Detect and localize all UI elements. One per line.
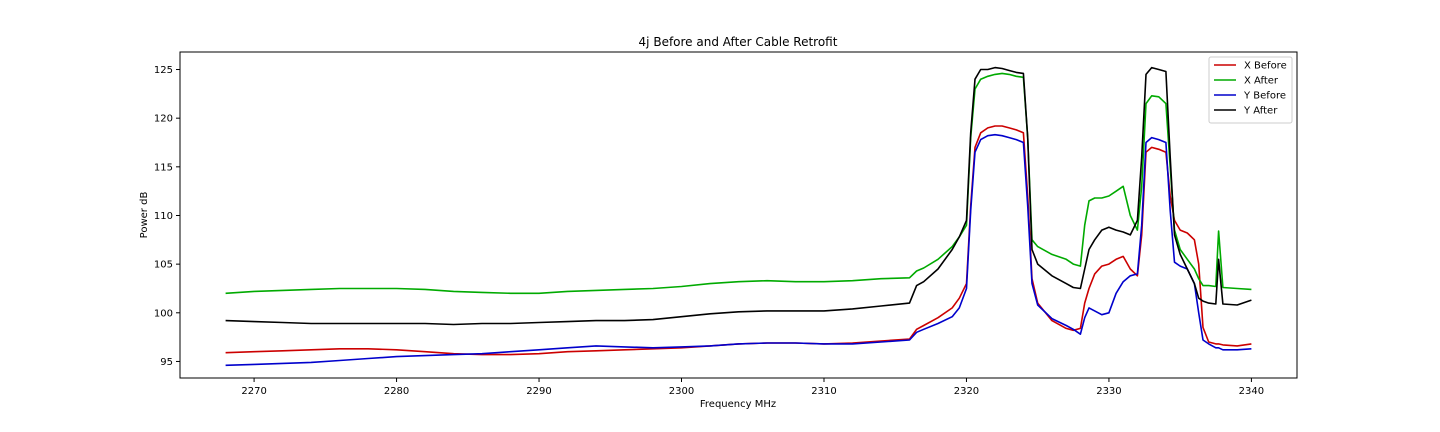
y-axis: 95 100 105 110 115 120 125: [154, 65, 180, 368]
x-tick-label: 2280: [384, 386, 409, 397]
legend-label: X Before: [1244, 61, 1287, 72]
y-tick-label: 120: [154, 114, 173, 125]
legend-label: Y After: [1243, 106, 1278, 117]
legend-label: Y Before: [1243, 91, 1286, 102]
x-tick-label: 2340: [1239, 386, 1264, 397]
series-line-x-after: [225, 72, 1252, 295]
x-tick-label: 2270: [241, 386, 266, 397]
series-line-y-after: [225, 66, 1252, 326]
legend-label: X After: [1244, 76, 1279, 87]
y-tick-label: 115: [154, 162, 173, 173]
x-tick-label: 2310: [811, 386, 836, 397]
legend-box: [1208, 56, 1293, 124]
x-axis-title: Frequency MHz: [700, 399, 776, 410]
y-tick-label: 100: [154, 308, 173, 319]
series-line-x-before: [225, 125, 1252, 356]
y-tick-label: 125: [154, 65, 173, 76]
x-tick-label: 2290: [526, 386, 551, 397]
x-axis: 2270 2280 2290 2300 2310 2320 2330 2340: [241, 378, 1264, 397]
y-axis-title: Power dB: [139, 192, 150, 239]
y-tick-label: 95: [160, 357, 173, 368]
chart-title: 4j Before and After Cable Retrofit: [639, 35, 838, 49]
x-tick-label: 2320: [954, 386, 979, 397]
x-tick-label: 2330: [1096, 386, 1121, 397]
plot-series: [225, 66, 1252, 367]
x-tick-label: 2300: [669, 386, 694, 397]
legend: X Before X After Y Before Y After: [1208, 56, 1293, 124]
y-tick-label: 110: [154, 211, 173, 222]
series-line-y-before: [225, 133, 1252, 367]
y-tick-label: 105: [154, 260, 173, 271]
